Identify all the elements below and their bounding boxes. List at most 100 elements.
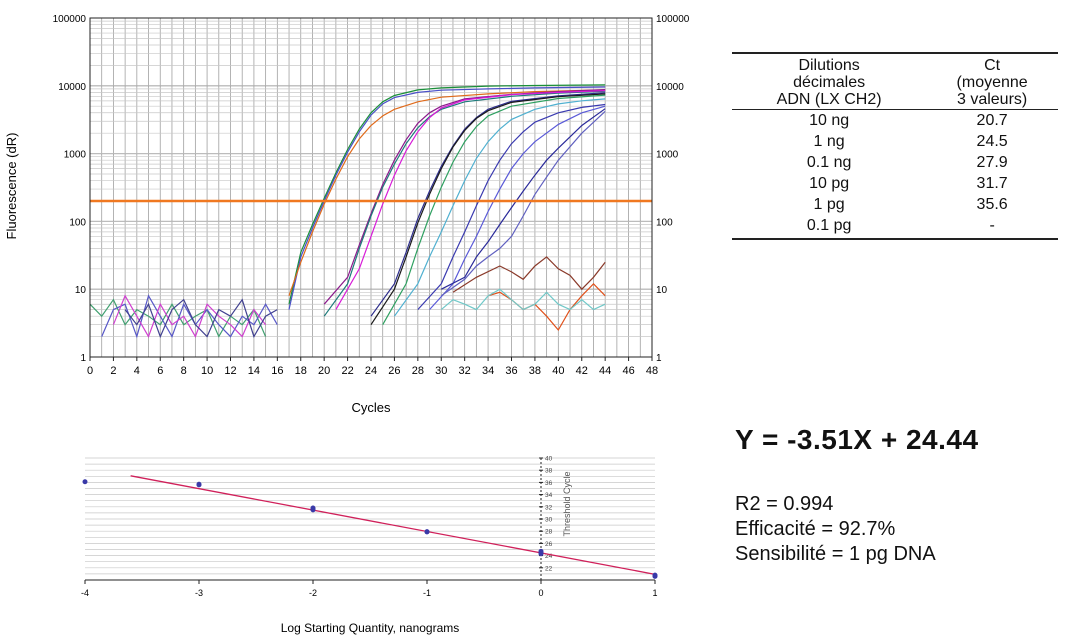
ct-table-row: 1 ng 24.5 [732,131,1058,152]
ct-table-dilution: 0.1 pg [732,215,927,240]
std-fit [130,475,656,575]
amp-y-tick-label: 1 [80,353,86,364]
std-axes: -4 -3 -2 -1 0 1 40 38 36 34 32 30 28 26 24 22 [81,456,658,599]
amp-x-tick-label: 42 [576,365,588,377]
header-line: (moyenne [956,74,1028,91]
amp-x-tick-label: 18 [295,365,307,377]
ct-table-dilution: 1 pg [813,196,845,213]
amp-series-line [487,282,606,332]
amp-series-line [452,256,606,293]
amp-y-tick-label-right: 10 [656,285,668,296]
amp-x-tick-label: 40 [552,365,564,377]
amp-series-line [382,94,606,325]
amp-x-tick-label: 44 [599,365,611,377]
std-y-axis-label: Threshold Cycle [562,471,572,536]
amp-series-line [101,294,278,339]
amp-series-line [288,84,606,305]
amp-series-line [417,103,606,311]
std-point [424,529,430,535]
std-points [82,479,658,579]
amp-grid [89,17,653,358]
amp-series-line [370,92,606,317]
std-y-tick-label: 22 [545,565,553,572]
stats-block: R2 = 0.994 Efficacité = 92.7% Sensibilit… [735,492,936,567]
regression-equation: Y = -3.51X + 24.44 [735,424,979,455]
amp-y-axis-label: Fluorescence (dR) [4,133,19,240]
ct-table: Dilutions décimales ADN (LX CH2) Ct (moy… [732,52,1058,240]
amp-x-tick-label: 16 [271,365,283,377]
std-y-tick-label: 30 [545,517,553,524]
ct-table-dilution: 0.1 ng [806,154,852,171]
amp-y-tick-label-right: 1000 [656,150,679,161]
sensitivity-value: Sensibilité = 1 pg DNA [735,543,936,565]
amp-series-line [323,90,606,317]
amp-y-tick-label-right: 100 [656,217,673,228]
std-point [82,479,88,485]
ct-table-header-dilutions: Dilutions décimales ADN (LX CH2) [732,53,927,110]
amp-series-line [440,288,606,311]
ct-table-ct: 24.5 [976,133,1008,150]
ct-table-ct: 20.7 [976,112,1008,129]
amp-y-tick-label: 1000 [64,150,87,161]
ct-table-dilution: 1 ng [813,133,845,150]
amp-x-tick-label: 30 [435,365,447,377]
amp-series-line [288,86,606,310]
ct-table-header-ct: Ct (moyenne 3 valeurs) [926,53,1058,110]
amp-x-tick-label: 14 [248,365,260,377]
std-y-tick-label: 28 [545,529,553,536]
std-point [310,506,316,512]
r2-value: R2 = 0.994 [735,493,834,515]
amp-series-line [112,294,267,339]
amp-y-tick-label: 10 [75,285,87,296]
ct-table-ct: - [926,215,1058,240]
std-y-tick-label: 40 [545,456,553,463]
amp-x-tick-label: 22 [341,365,353,377]
amp-y-tick-label: 10000 [58,82,86,93]
std-point [652,572,658,578]
amp-series-line [393,98,606,317]
ct-table-row: 10 ng 20.7 [732,110,1058,132]
header-line: Ct [984,57,1001,74]
std-x-tick-label: -1 [423,588,431,598]
amp-x-tick-label: 4 [134,365,140,377]
amp-x-tick-label: 24 [365,365,377,377]
amp-series-line [89,298,267,338]
amp-y-tick-label-right: 10000 [656,82,684,93]
std-point [196,481,202,487]
std-x-tick-label: -2 [309,588,317,598]
amp-y-tick-label-right: 100000 [656,14,690,25]
amp-x-tick-label: 48 [646,365,658,377]
amp-y-tick-label-right: 1 [656,353,662,364]
amp-x-tick-label: 10 [201,365,213,377]
ct-table-dilution: 10 ng [809,112,850,129]
std-x-tick-label: -3 [195,588,203,598]
amp-x-tick-label: 26 [388,365,400,377]
header-line: ADN (LX CH2) [776,91,882,108]
ct-table-row: 0.1 ng 27.9 [732,152,1058,173]
header-line: 3 valeurs) [956,91,1028,108]
amp-x-axis-label: Cycles [351,400,391,415]
std-y-tick-label: 24 [545,553,553,560]
std-y-tick-label: 34 [545,492,553,499]
amp-y-tick-label: 100 [69,217,86,228]
ct-table-ct: 35.6 [976,196,1008,213]
standard-curve-chart: -4 -3 -2 -1 0 1 40 38 36 34 32 30 28 26 24 22 Threshold… [81,456,658,636]
amp-series [89,84,606,339]
std-x-tick-label: 0 [538,588,543,598]
amp-x-tick-label: 20 [318,365,330,377]
std-x-axis-label: Log Starting Quantity, nanograms [281,621,460,635]
ct-table-row: 10 pg 31.7 [732,173,1058,194]
ct-table-dilution: 10 pg [809,175,850,192]
std-y-tick-label: 26 [545,541,553,548]
ct-table-row: 1 pg 35.6 [732,194,1058,215]
amp-x-tick-label: 46 [622,365,634,377]
std-point [538,548,544,554]
std-y-tick-label: 32 [545,504,553,511]
header-line: décimales [793,74,866,91]
amp-x-tick-label: 34 [482,365,494,377]
header-line: Dilutions [798,57,860,74]
std-x-tick-label: 1 [652,588,657,598]
amp-x-tick-label: 2 [110,365,116,377]
amp-x-tick-label: 12 [224,365,236,377]
amp-x-tick-label: 36 [505,365,517,377]
